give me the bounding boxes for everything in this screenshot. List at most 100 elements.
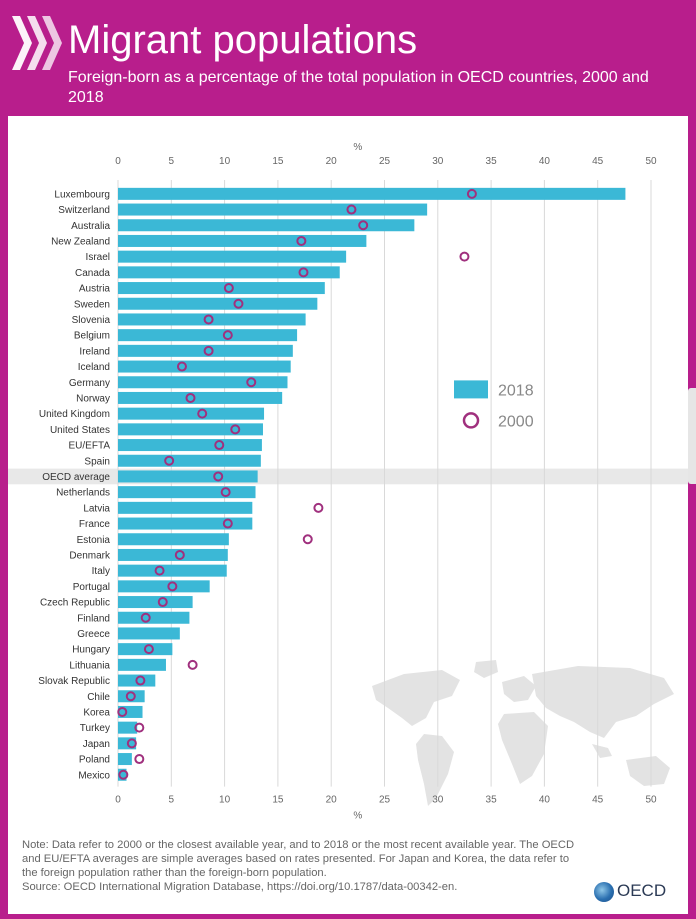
marker-2000 [222,330,233,341]
marker-2000 [117,706,128,717]
bar-2018 [118,486,256,499]
bar-2018 [118,266,340,279]
marker-2000 [459,251,470,262]
x-tick-label-bottom: 25 [379,795,391,806]
x-tick-label-top: 20 [326,156,338,167]
marker-2000 [296,235,307,246]
marker-2000 [302,534,313,545]
marker-2000 [143,644,154,655]
bar-2018 [118,282,325,295]
legend-marker-2000 [462,412,480,429]
note-block: Note: Data refer to 2000 or the closest … [22,838,582,894]
bar-2018 [118,580,210,593]
marker-2000 [140,612,151,623]
x-tick-label-bottom: 20 [326,795,338,806]
category-label: United States [50,425,110,436]
category-label: Spain [84,456,110,467]
bar-2018 [118,391,283,404]
category-label: Hungary [72,645,110,656]
bar-2018 [118,329,298,342]
bar-2018 [118,596,193,609]
x-tick-label-bottom: 0 [115,795,121,806]
oecd-chevrons-icon [12,16,62,70]
axis-unit-label-top: % [353,142,362,153]
marker-2000 [246,377,257,388]
marker-2000 [222,518,233,529]
marker-2000 [213,471,224,482]
globe-icon [594,882,614,902]
x-tick-label-bottom: 10 [219,795,231,806]
marker-2000 [187,659,198,670]
header: Migrant populations Foreign-born as a pe… [0,0,696,116]
x-tick-label-bottom: 30 [432,795,444,806]
scroll-edge-tab[interactable] [688,388,696,484]
x-tick-label-top: 40 [539,156,551,167]
x-tick-label-top: 50 [645,156,657,167]
category-label: Australia [71,221,110,232]
category-label: Belgium [74,331,110,342]
category-label: Sweden [74,299,110,310]
category-label: Slovenia [72,315,111,326]
oecd-logo: OECD [594,880,678,904]
marker-2000 [118,769,129,780]
bar-2018 [118,297,318,310]
chart-panel: 0 0 5 5 10 10 15 15 20 20 25 25 30 30 35 35 40 40 45 45 50 50… [8,116,688,914]
marker-2000 [346,204,357,215]
legend-label-2000: 2000 [498,413,534,430]
bar-2018 [118,501,253,514]
x-tick-label-top: 10 [219,156,231,167]
category-label: Poland [79,755,110,766]
category-label: Estonia [77,535,111,546]
x-tick-label-bottom: 35 [486,795,498,806]
marker-2000 [176,361,187,372]
x-tick-label-bottom: 50 [645,795,657,806]
category-label: Czech Republic [40,598,110,609]
marker-2000 [125,691,136,702]
x-tick-label-bottom: 5 [169,795,175,806]
bar-2018 [118,533,229,546]
bar-2018 [118,376,288,389]
bar-2018 [118,219,415,232]
marker-2000 [157,597,168,608]
marker-2000 [230,424,241,435]
category-label: EU/EFTA [69,441,111,452]
category-label: Portugal [73,582,110,593]
bar-2018 [118,721,138,734]
marker-2000 [233,298,244,309]
marker-2000 [358,220,369,231]
axis-unit-label-bottom: % [353,811,362,822]
bar-2018 [118,234,367,247]
marker-2000 [223,283,234,294]
x-tick-label-top: 30 [432,156,444,167]
category-label: Ireland [79,346,110,357]
category-label: New Zealand [51,236,110,247]
bar-2018 [118,203,428,216]
category-label: Korea [83,707,110,718]
marker-2000 [298,267,309,278]
source-text: Source: OECD International Migration Dat… [22,881,458,893]
x-tick-label-bottom: 15 [272,795,284,806]
bar-2018 [118,470,258,483]
x-tick-label-top: 5 [169,156,175,167]
legend-swatch-2018 [454,380,488,399]
x-tick-label-bottom: 40 [539,795,551,806]
bar-2018 [118,627,180,640]
marker-2000 [126,738,137,749]
bar-2018 [118,360,291,373]
marker-2000 [214,440,225,451]
category-label: Norway [76,393,110,404]
category-label: Iceland [78,362,110,373]
marker-2000 [167,581,178,592]
category-label: France [79,519,111,530]
category-label: Netherlands [56,488,110,499]
bar-2018 [118,564,227,577]
bar-2018 [118,517,253,530]
category-label: Japan [83,739,110,750]
category-label: Finland [77,613,110,624]
legend-label-2018: 2018 [498,382,534,399]
bar-2018 [118,250,347,263]
category-label: Austria [79,284,111,295]
category-label: Switzerland [58,205,110,216]
note-text: Note: Data refer to 2000 or the closest … [22,839,575,879]
category-label: Chile [87,692,110,703]
